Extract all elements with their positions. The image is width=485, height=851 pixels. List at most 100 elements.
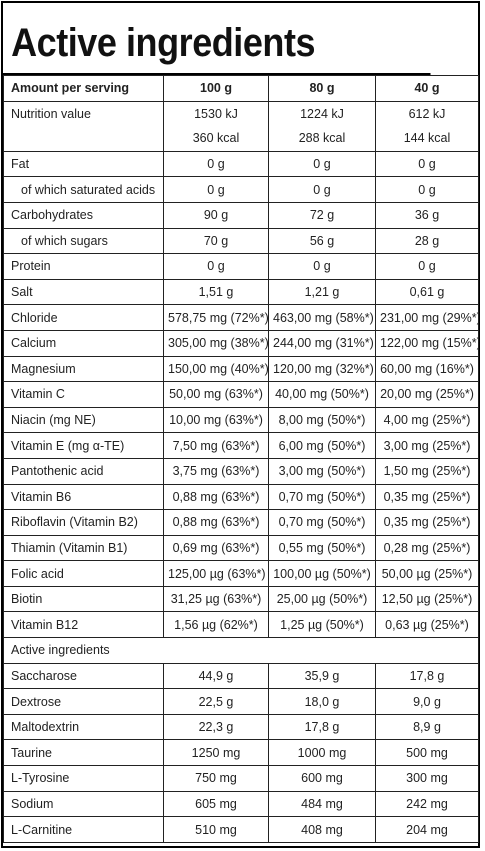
page-title: Active ingredients (3, 3, 431, 75)
cell-value: 578,75 mg (72%*) (163, 304, 269, 331)
column-header: 100 g (163, 75, 269, 102)
cell-value: 0,88 mg (63%*) (163, 509, 269, 536)
cell-value: 150,00 mg (40%*) (163, 355, 269, 383)
cell-value: 0,35 mg (25%*) (375, 483, 479, 511)
nutrition-table: Amount per serving 100 g 80 g 40 g Nutri… (3, 75, 479, 843)
cell-value: 0,63 µg (25%*) (375, 611, 479, 639)
cell-value: 1,21 g (268, 278, 376, 306)
cell-value: 10,00 mg (63%*) (163, 406, 269, 434)
cell-value: 1,50 mg (25%*) (375, 457, 479, 485)
cell-value: 484 mg (268, 790, 376, 818)
table-row: Vitamin C 50,00 mg (63%*) 40,00 mg (50%*… (3, 381, 479, 408)
cell-value: 17,8 g (375, 662, 479, 690)
cell-value: 0,61 g (375, 278, 479, 306)
section-label: Active ingredients (3, 637, 479, 664)
row-label (3, 126, 164, 152)
cell-value: 60,00 mg (16%*) (375, 355, 479, 383)
column-header: 40 g (375, 75, 479, 102)
row-label: Dextrose (3, 688, 164, 715)
cell-value: 0 g (375, 176, 479, 203)
table-row: of which saturated acids 0 g 0 g 0 g (3, 176, 479, 203)
row-label: Saccharose (3, 662, 164, 690)
cell-value: 0 g (163, 150, 269, 178)
cell-value: 20,00 mg (25%*) (375, 381, 479, 408)
cell-value: 231,00 mg (29%*) (375, 304, 479, 331)
cell-value: 0 g (163, 176, 269, 203)
row-label: Pantothenic acid (3, 457, 164, 485)
cell-value: 612 kJ (375, 100, 479, 127)
row-label: of which saturated acids (3, 176, 164, 203)
row-label: Maltodextrin (3, 713, 164, 741)
row-label: Vitamin C (3, 381, 164, 408)
cell-value: 0,88 mg (63%*) (163, 483, 269, 511)
table-row: of which sugars 70 g 56 g 28 g (3, 227, 479, 255)
cell-value: 0 g (268, 150, 376, 178)
table-row: L-Carnitine 510 mg 408 mg 204 mg (3, 816, 479, 843)
row-label: Nutrition value (3, 100, 164, 127)
cell-value: 204 mg (375, 816, 479, 843)
column-header: Amount per serving (3, 75, 164, 102)
cell-value: 3,00 mg (25%*) (375, 432, 479, 459)
cell-value: 1250 mg (163, 739, 269, 767)
cell-value: 144 kcal (375, 126, 479, 152)
row-label: L-Carnitine (3, 816, 164, 843)
cell-value: 18,0 g (268, 688, 376, 715)
row-label: Vitamin B6 (3, 483, 164, 511)
cell-value: 22,5 g (163, 688, 269, 715)
table-row: Pantothenic acid 3,75 mg (63%*) 3,00 mg … (3, 457, 479, 485)
cell-value: 28 g (375, 227, 479, 255)
cell-value: 122,00 mg (15%*) (375, 329, 479, 357)
table-row: Taurine 1250 mg 1000 mg 500 mg (3, 739, 479, 767)
table-row: Salt 1,51 g 1,21 g 0,61 g (3, 278, 479, 306)
cell-value: 0,69 mg (63%*) (163, 534, 269, 562)
cell-value: 0 g (268, 176, 376, 203)
cell-value: 36 g (375, 201, 479, 229)
table-row: Sodium 605 mg 484 mg 242 mg (3, 790, 479, 818)
cell-value: 0 g (375, 253, 479, 280)
cell-value: 605 mg (163, 790, 269, 818)
row-label: Vitamin E (mg α-TE) (3, 432, 164, 459)
cell-value: 120,00 mg (32%*) (268, 355, 376, 383)
cell-value: 22,3 g (163, 713, 269, 741)
cell-value: 600 mg (268, 765, 376, 792)
cell-value: 40,00 mg (50%*) (268, 381, 376, 408)
row-label: Protein (3, 253, 164, 280)
table-row: Dextrose 22,5 g 18,0 g 9,0 g (3, 688, 479, 715)
cell-value: 70 g (163, 227, 269, 255)
row-label: Vitamin B12 (3, 611, 164, 639)
table-row: Biotin 31,25 µg (63%*) 25,00 µg (50%*) 1… (3, 585, 479, 613)
cell-value: 0 g (375, 150, 479, 178)
table-row: L-Tyrosine 750 mg 600 mg 300 mg (3, 765, 479, 792)
cell-value: 500 mg (375, 739, 479, 767)
cell-value: 288 kcal (268, 126, 376, 152)
cell-value: 44,9 g (163, 662, 269, 690)
cell-value: 100,00 µg (50%*) (268, 560, 376, 587)
cell-value: 0,70 mg (50%*) (268, 509, 376, 536)
row-label: of which sugars (3, 227, 164, 255)
cell-value: 510 mg (163, 816, 269, 843)
cell-value: 0,35 mg (25%*) (375, 509, 479, 536)
cell-value: 9,0 g (375, 688, 479, 715)
row-label: Fat (3, 150, 164, 178)
cell-value: 31,25 µg (63%*) (163, 585, 269, 613)
row-label: Calcium (3, 329, 164, 357)
table-row: Vitamin E (mg α-TE) 7,50 mg (63%*) 6,00 … (3, 432, 479, 459)
table-row: Carbohydrates 90 g 72 g 36 g (3, 201, 479, 229)
cell-value: 25,00 µg (50%*) (268, 585, 376, 613)
table-row: Saccharose 44,9 g 35,9 g 17,8 g (3, 662, 479, 690)
cell-value: 242 mg (375, 790, 479, 818)
row-label: L-Tyrosine (3, 765, 164, 792)
cell-value: 0 g (163, 253, 269, 280)
cell-value: 3,75 mg (63%*) (163, 457, 269, 485)
table-row: Nutrition value 1530 kJ 1224 kJ 612 kJ (3, 100, 479, 127)
column-header: 80 g (268, 75, 376, 102)
table-header-row: Amount per serving 100 g 80 g 40 g (3, 75, 479, 102)
cell-value: 408 mg (268, 816, 376, 843)
cell-value: 125,00 µg (63%*) (163, 560, 269, 587)
cell-value: 0 g (268, 253, 376, 280)
cell-value: 300 mg (375, 765, 479, 792)
table-row: Folic acid 125,00 µg (63%*) 100,00 µg (5… (3, 560, 479, 587)
cell-value: 1,56 µg (62%*) (163, 611, 269, 639)
table-row: Magnesium 150,00 mg (40%*) 120,00 mg (32… (3, 355, 479, 383)
table-row: Vitamin B12 1,56 µg (62%*) 1,25 µg (50%*… (3, 611, 479, 639)
